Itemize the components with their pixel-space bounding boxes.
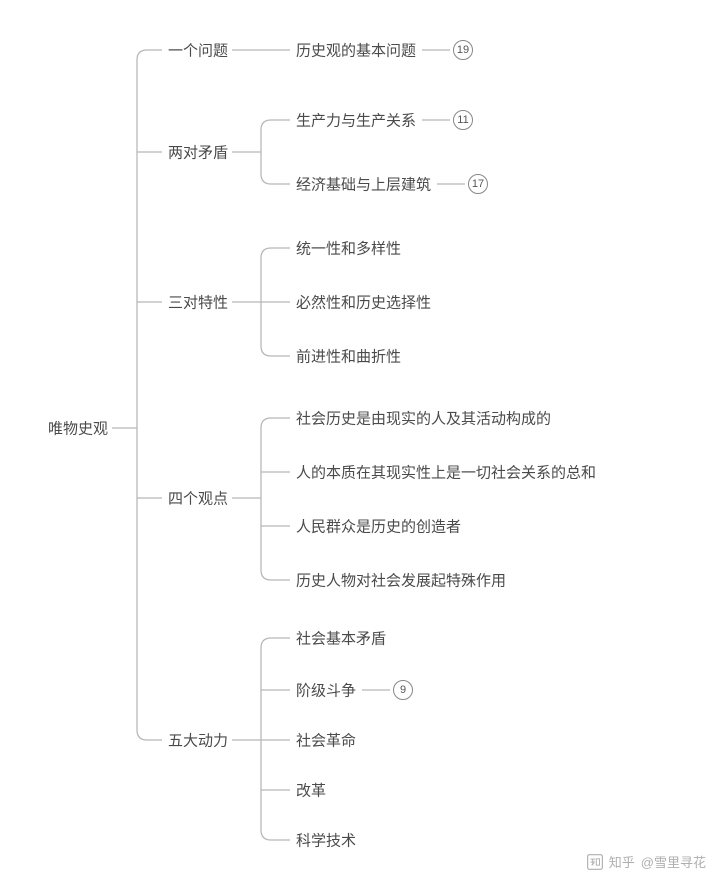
node-label: 前进性和曲折性 xyxy=(296,349,401,366)
node-label: 四个观点 xyxy=(168,491,228,508)
leaf-node: 人的本质在其现实性上是一切社会关系的总和 xyxy=(296,462,596,483)
leaf-node: 改革 xyxy=(296,780,326,801)
branch-node: 两对矛盾 xyxy=(168,142,228,163)
leaf-node: 社会革命 xyxy=(296,730,356,751)
node-label: 阶级斗争 xyxy=(296,683,356,700)
watermark-author: @雪里寻花 xyxy=(641,852,706,871)
leaf-node: 人民群众是历史的创造者 xyxy=(296,516,461,537)
node-label: 两对矛盾 xyxy=(168,145,228,162)
node-label: 三对特性 xyxy=(168,295,228,312)
leaf-node: 阶级斗争 xyxy=(296,680,356,701)
zhihu-logo-icon xyxy=(587,854,603,870)
node-label: 社会基本矛盾 xyxy=(296,631,386,648)
node-label: 一个问题 xyxy=(168,43,228,60)
leaf-node: 经济基础与上层建筑 xyxy=(296,174,431,195)
connector-path xyxy=(137,50,147,740)
node-label: 历史人物对社会发展起特殊作用 xyxy=(296,573,506,590)
node-label: 社会革命 xyxy=(296,733,356,750)
leaf-node: 历史观的基本问题 xyxy=(296,40,416,61)
connector-path xyxy=(261,638,271,840)
count-badge: 19 xyxy=(453,40,473,60)
leaf-node: 生产力与生产关系 xyxy=(296,110,416,131)
node-label: 必然性和历史选择性 xyxy=(296,295,431,312)
leaf-node: 统一性和多样性 xyxy=(296,238,401,259)
node-label: 唯物史观 xyxy=(48,421,108,438)
leaf-node: 必然性和历史选择性 xyxy=(296,292,431,313)
node-label: 科学技术 xyxy=(296,833,356,850)
root-node: 唯物史观 xyxy=(48,418,108,439)
count-badge: 11 xyxy=(453,110,473,130)
node-label: 五大动力 xyxy=(168,733,228,750)
node-label: 人民群众是历史的创造者 xyxy=(296,519,461,536)
branch-node: 一个问题 xyxy=(168,40,228,61)
node-label: 历史观的基本问题 xyxy=(296,43,416,60)
leaf-node: 社会历史是由现实的人及其活动构成的 xyxy=(296,408,551,429)
node-label: 社会历史是由现实的人及其活动构成的 xyxy=(296,411,551,428)
branch-node: 五大动力 xyxy=(168,730,228,751)
connector-path xyxy=(261,418,271,580)
node-label: 经济基础与上层建筑 xyxy=(296,177,431,194)
node-label: 人的本质在其现实性上是一切社会关系的总和 xyxy=(296,465,596,482)
node-label: 生产力与生产关系 xyxy=(296,113,416,130)
leaf-node: 社会基本矛盾 xyxy=(296,628,386,649)
watermark: 知乎 @雪里寻花 xyxy=(587,852,706,871)
connector-layer xyxy=(0,0,720,881)
leaf-node: 历史人物对社会发展起特殊作用 xyxy=(296,570,506,591)
count-badge: 9 xyxy=(393,680,413,700)
branch-node: 四个观点 xyxy=(168,488,228,509)
connector-path xyxy=(261,120,271,184)
node-label: 统一性和多样性 xyxy=(296,241,401,258)
leaf-node: 科学技术 xyxy=(296,830,356,851)
branch-node: 三对特性 xyxy=(168,292,228,313)
count-badge: 17 xyxy=(468,174,488,194)
leaf-node: 前进性和曲折性 xyxy=(296,346,401,367)
watermark-brand: 知乎 xyxy=(609,852,635,871)
node-label: 改革 xyxy=(296,783,326,800)
